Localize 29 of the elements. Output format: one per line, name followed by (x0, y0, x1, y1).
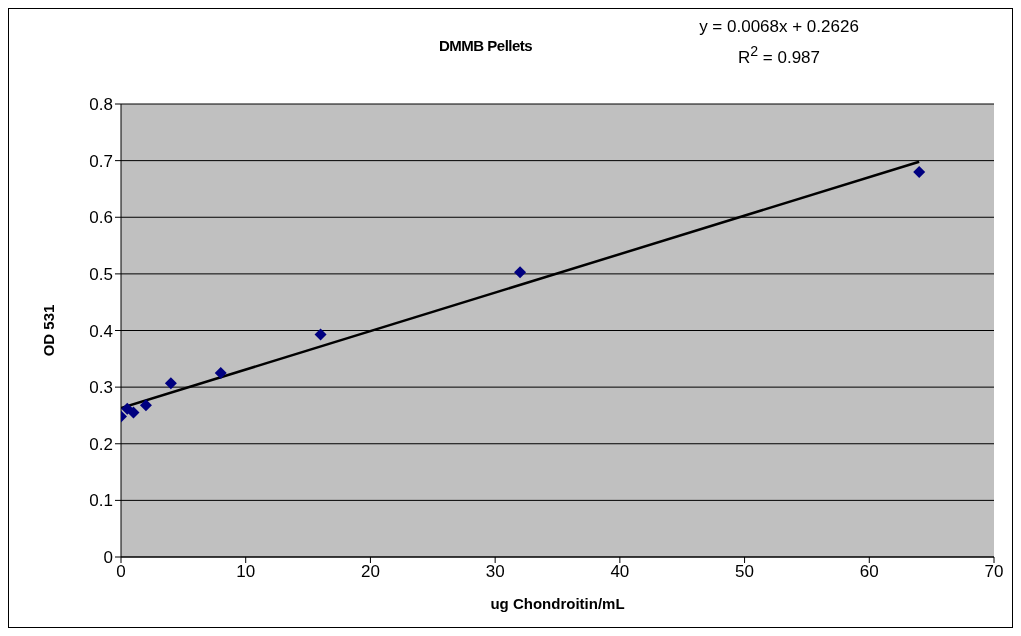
x-tick-label: 70 (984, 562, 1004, 582)
y-tick-label: 0.4 (89, 321, 113, 341)
y-tick-label: 0.7 (89, 151, 113, 171)
y-tick-label: 0.8 (89, 95, 113, 115)
x-tick-label: 60 (859, 562, 879, 582)
point (139, 399, 152, 412)
x-tick-label: 50 (735, 562, 755, 582)
x-tick-label: 30 (485, 562, 505, 582)
point (214, 366, 227, 379)
x-tick-label: 40 (610, 562, 630, 582)
x-axis-title: ug Chondroitin/mL (490, 595, 625, 612)
y-axis-title: OD 531 (40, 304, 58, 357)
y-tick-label: 0.6 (89, 208, 113, 228)
text: y = 0.0068x + 0.2626 (698, 16, 860, 38)
point (913, 165, 926, 178)
y-tick-label: 0.1 (89, 491, 113, 511)
x-tick-label: 0 (116, 562, 126, 582)
y-tick-label: 0 (103, 548, 113, 568)
y-tick-label: 0.5 (89, 264, 113, 284)
point (314, 328, 327, 341)
chart-title: DMMB Pellets (439, 37, 533, 54)
text: R$^{2}$ = 0.987 (736, 42, 822, 69)
x-tick-label: 20 (360, 562, 380, 582)
point (514, 266, 527, 279)
y-tick-label: 0.2 (89, 434, 113, 454)
point (164, 377, 177, 390)
y-tick-label: 0.3 (89, 378, 113, 398)
point (127, 406, 140, 419)
x-tick-label: 10 (236, 562, 256, 582)
